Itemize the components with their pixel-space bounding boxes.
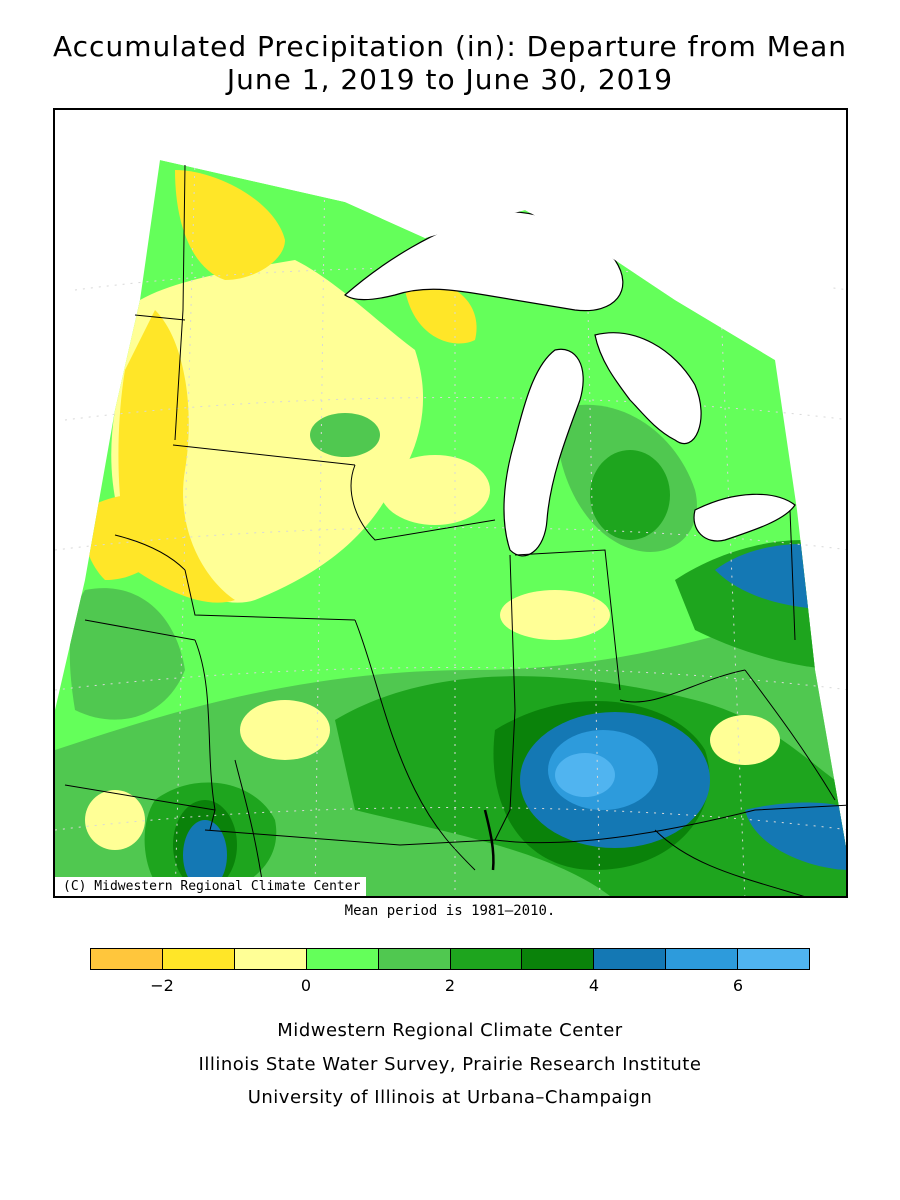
- ohio-river-island: [483, 809, 495, 871]
- footer-survey: Illinois State Water Survey, Prairie Res…: [198, 1054, 702, 1075]
- lake-huron: [594, 332, 702, 445]
- legend-tick-label: 0: [300, 976, 312, 995]
- map-credit: (C) Midwestern Regional Climate Center: [55, 877, 367, 896]
- legend-swatch: [738, 949, 810, 969]
- legend-tick-label: 6: [732, 976, 744, 995]
- map-date-range: June 1, 2019 to June 30, 2019: [226, 63, 674, 96]
- mean-period-note: Mean period is 1981–2010.: [344, 903, 556, 919]
- color-legend: [90, 948, 810, 970]
- lake-erie: [693, 493, 796, 542]
- legend-swatch: [522, 949, 595, 969]
- great-lakes: [344, 211, 796, 557]
- legend-swatch: [306, 949, 379, 969]
- legend-tick-label: −2: [150, 976, 174, 995]
- footer-university: University of Illinois at Urbana–Champai…: [247, 1087, 653, 1108]
- legend-swatch: [162, 949, 235, 969]
- footer-org: Midwestern Regional Climate Center: [277, 1020, 623, 1041]
- legend-swatch: [666, 949, 739, 969]
- map-canvas: [55, 110, 846, 896]
- legend-tick-label: 4: [588, 976, 600, 995]
- legend-swatch: [378, 949, 451, 969]
- state-borders: [64, 164, 846, 896]
- legend-swatch: [234, 949, 307, 969]
- legend-tick-label: 2: [444, 976, 456, 995]
- legend-swatch: [450, 949, 523, 969]
- lake-michigan: [503, 348, 584, 557]
- outside-domain: [55, 110, 846, 360]
- precipitation-map: (C) Midwestern Regional Climate Center: [53, 108, 848, 898]
- map-title: Accumulated Precipitation (in): Departur…: [53, 30, 847, 63]
- graticule: [55, 159, 846, 896]
- legend-swatch: [594, 949, 667, 969]
- legend-swatch: [91, 949, 163, 969]
